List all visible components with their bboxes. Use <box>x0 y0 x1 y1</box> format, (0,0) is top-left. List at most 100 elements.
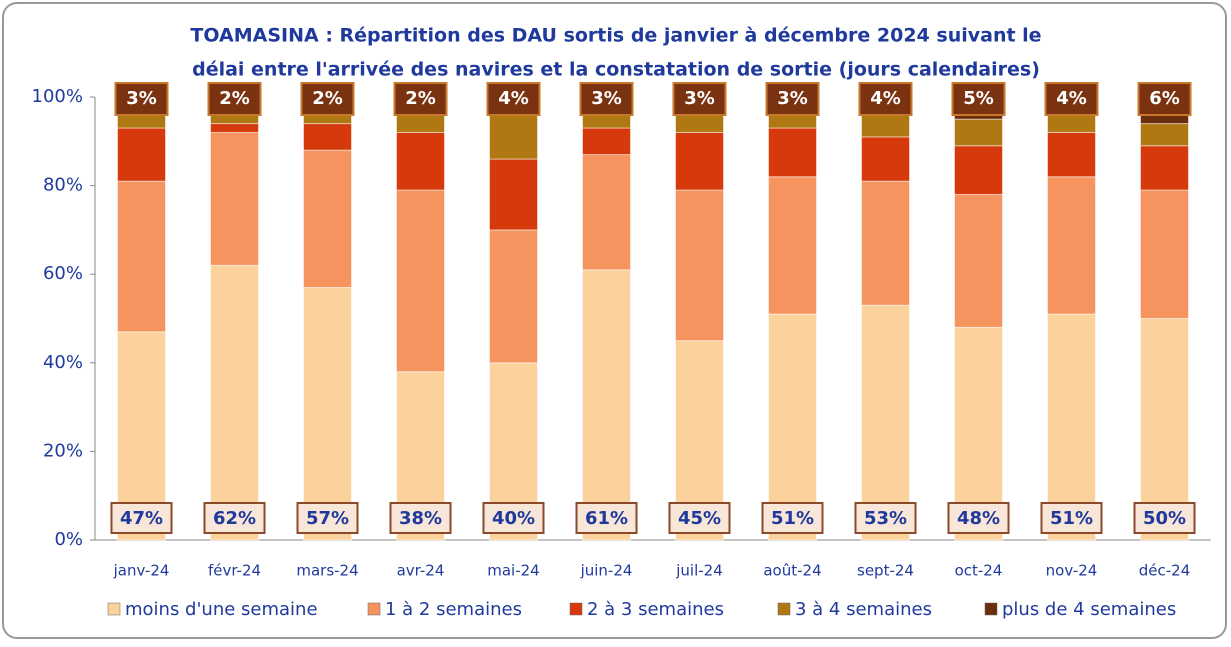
bar-segment <box>489 114 538 160</box>
y-tick-label: 40% <box>43 352 83 373</box>
x-tick-label: mars-24 <box>296 562 358 580</box>
data-label: 45% <box>678 508 721 529</box>
x-tick-label: avr-24 <box>397 562 445 580</box>
bar-segment <box>1047 131 1096 178</box>
data-label-box <box>300 82 355 116</box>
x-tick-label: mai-24 <box>487 562 539 580</box>
bar-segment <box>210 123 259 133</box>
legend-swatch <box>777 602 791 616</box>
bar-segment <box>675 131 724 191</box>
data-label-box <box>1133 502 1196 534</box>
bar-segment <box>303 149 352 288</box>
data-label: 53% <box>864 508 907 529</box>
data-label-box <box>947 502 1010 534</box>
bar-segment <box>303 286 352 541</box>
bar-segment <box>1047 176 1096 315</box>
bar-segment <box>582 127 631 156</box>
data-label-box <box>114 82 169 116</box>
data-label-box <box>672 82 727 116</box>
bar-segment <box>210 264 259 541</box>
bar-segment <box>1140 123 1189 147</box>
data-label-box <box>761 502 824 534</box>
data-label-box <box>1040 502 1103 534</box>
data-label: 40% <box>492 508 535 529</box>
data-label: 3% <box>777 88 808 109</box>
bar-segment <box>117 127 166 182</box>
data-label: 51% <box>771 508 814 529</box>
bar-segment <box>396 189 445 373</box>
legend-label: plus de 4 semaines <box>1002 599 1176 620</box>
data-label-box <box>110 502 173 534</box>
x-tick-label: janv-24 <box>113 562 170 580</box>
data-label: 5% <box>963 88 994 109</box>
data-label-box <box>858 82 913 116</box>
data-label-box <box>393 82 448 116</box>
bar-segment <box>954 118 1003 147</box>
legend-label: 2 à 3 semaines <box>587 599 724 620</box>
data-label: 57% <box>306 508 349 529</box>
bar-segment <box>303 123 352 151</box>
data-label-box <box>389 502 452 534</box>
data-label: 48% <box>957 508 1000 529</box>
data-label-box <box>1044 82 1099 116</box>
x-tick-label: août-24 <box>763 562 821 580</box>
bar-segment <box>210 131 259 266</box>
legend-swatch <box>367 602 381 616</box>
data-label: 38% <box>399 508 442 529</box>
bar-segment <box>768 127 817 178</box>
x-tick-label: févr-24 <box>208 562 261 580</box>
data-label: 2% <box>219 88 250 109</box>
data-label: 4% <box>1056 88 1087 109</box>
data-label: 2% <box>405 88 436 109</box>
bar-segment <box>675 189 724 342</box>
x-tick-label: nov-24 <box>1046 562 1098 580</box>
data-label: 50% <box>1143 508 1186 529</box>
data-label: 61% <box>585 508 628 529</box>
data-label: 3% <box>591 88 622 109</box>
data-label: 51% <box>1050 508 1093 529</box>
data-label-box <box>765 82 820 116</box>
bar-segment <box>861 180 910 306</box>
bar-segment <box>582 269 631 541</box>
data-label-box <box>203 502 266 534</box>
bar-segment <box>1140 145 1189 191</box>
data-label-box <box>854 502 917 534</box>
y-tick-label: 100% <box>32 86 83 107</box>
legend-label: 1 à 2 semaines <box>385 599 522 620</box>
bar-segment <box>117 180 166 333</box>
data-label-box <box>296 502 359 534</box>
data-label: 2% <box>312 88 343 109</box>
data-label-box <box>668 502 731 534</box>
y-tick-label: 80% <box>43 175 83 196</box>
bar-segment <box>861 114 910 138</box>
data-label: 47% <box>120 508 163 529</box>
bar-segment <box>1140 189 1189 319</box>
y-tick-label: 20% <box>43 440 83 461</box>
data-label: 4% <box>870 88 901 109</box>
bar-segment <box>396 131 445 191</box>
x-tick-label: sept-24 <box>857 562 914 580</box>
bar-segment <box>489 158 538 231</box>
data-label-box <box>575 502 638 534</box>
bar-segment <box>954 145 1003 195</box>
data-label: 62% <box>213 508 256 529</box>
data-label-box <box>482 502 545 534</box>
bar-segment <box>768 176 817 315</box>
x-tick-label: juil-24 <box>675 562 723 580</box>
y-tick-label: 60% <box>43 263 83 284</box>
data-label: 3% <box>126 88 157 109</box>
bar-segment <box>954 193 1003 328</box>
bar-segment <box>1047 114 1096 133</box>
data-label-box <box>1137 82 1192 116</box>
x-tick-label: oct-24 <box>955 562 1003 580</box>
legend-swatch <box>107 602 121 616</box>
legend-label: 3 à 4 semaines <box>795 599 932 620</box>
bar-segment <box>861 136 910 182</box>
legend-swatch <box>984 602 998 616</box>
bar-segment <box>489 229 538 364</box>
legend-swatch <box>569 602 583 616</box>
bar-segment <box>861 304 910 541</box>
data-label-box <box>951 82 1006 116</box>
legend-label: moins d'une semaine <box>125 599 318 620</box>
